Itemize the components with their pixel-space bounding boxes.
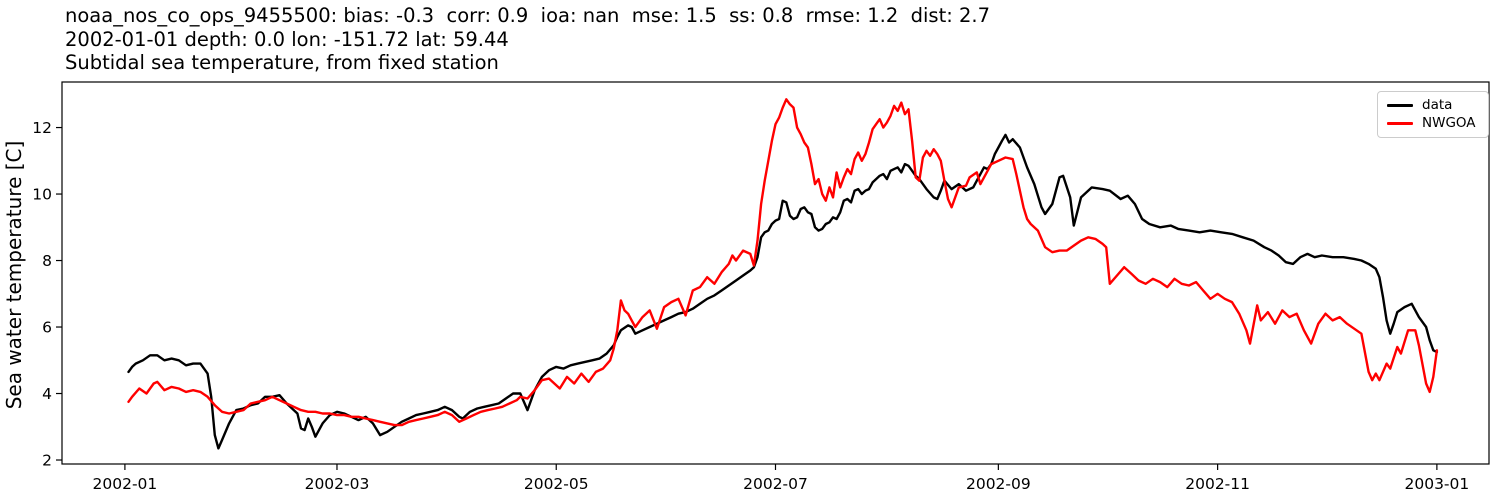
legend-label: data xyxy=(1422,97,1453,113)
legend-entry: NWGOA xyxy=(1387,114,1482,131)
x-tick-label: 2003-01 xyxy=(1404,475,1469,493)
y-tick-label: 6 xyxy=(42,319,52,337)
legend-line-sample xyxy=(1387,121,1413,125)
y-tick-label: 12 xyxy=(32,119,52,137)
x-tick-label: 2002-05 xyxy=(524,475,589,493)
y-tick-label: 8 xyxy=(42,252,52,270)
x-tick-label: 2002-03 xyxy=(305,475,370,493)
x-tick-label: 2002-09 xyxy=(966,475,1031,493)
title-meta-line: 2002-01-01 depth: 0.0 lon: -151.72 lat: … xyxy=(65,27,509,51)
y-tick-label: 2 xyxy=(42,452,52,470)
x-tick-label: 2002-11 xyxy=(1185,475,1250,493)
legend: data NWGOA xyxy=(1377,91,1489,138)
legend-label: NWGOA xyxy=(1422,114,1476,131)
title-stats-line: noaa_nos_co_ops_9455500: bias: -0.3 corr… xyxy=(65,4,991,27)
y-tick-label: 4 xyxy=(42,385,52,403)
series-data xyxy=(127,133,1439,450)
series-NWGOA xyxy=(127,98,1439,427)
y-tick-label: 10 xyxy=(32,186,52,204)
legend-entry: data xyxy=(1387,97,1482,113)
x-tick-label: 2002-07 xyxy=(743,475,808,493)
legend-line-sample xyxy=(1387,104,1413,108)
x-tick-label: 2002-01 xyxy=(93,475,158,493)
axes-frame xyxy=(61,81,1490,465)
title-block: noaa_nos_co_ops_9455500: bias: -0.3 corr… xyxy=(65,4,990,75)
title-subtitle-line: Subtidal sea temperature, from fixed sta… xyxy=(65,51,499,74)
